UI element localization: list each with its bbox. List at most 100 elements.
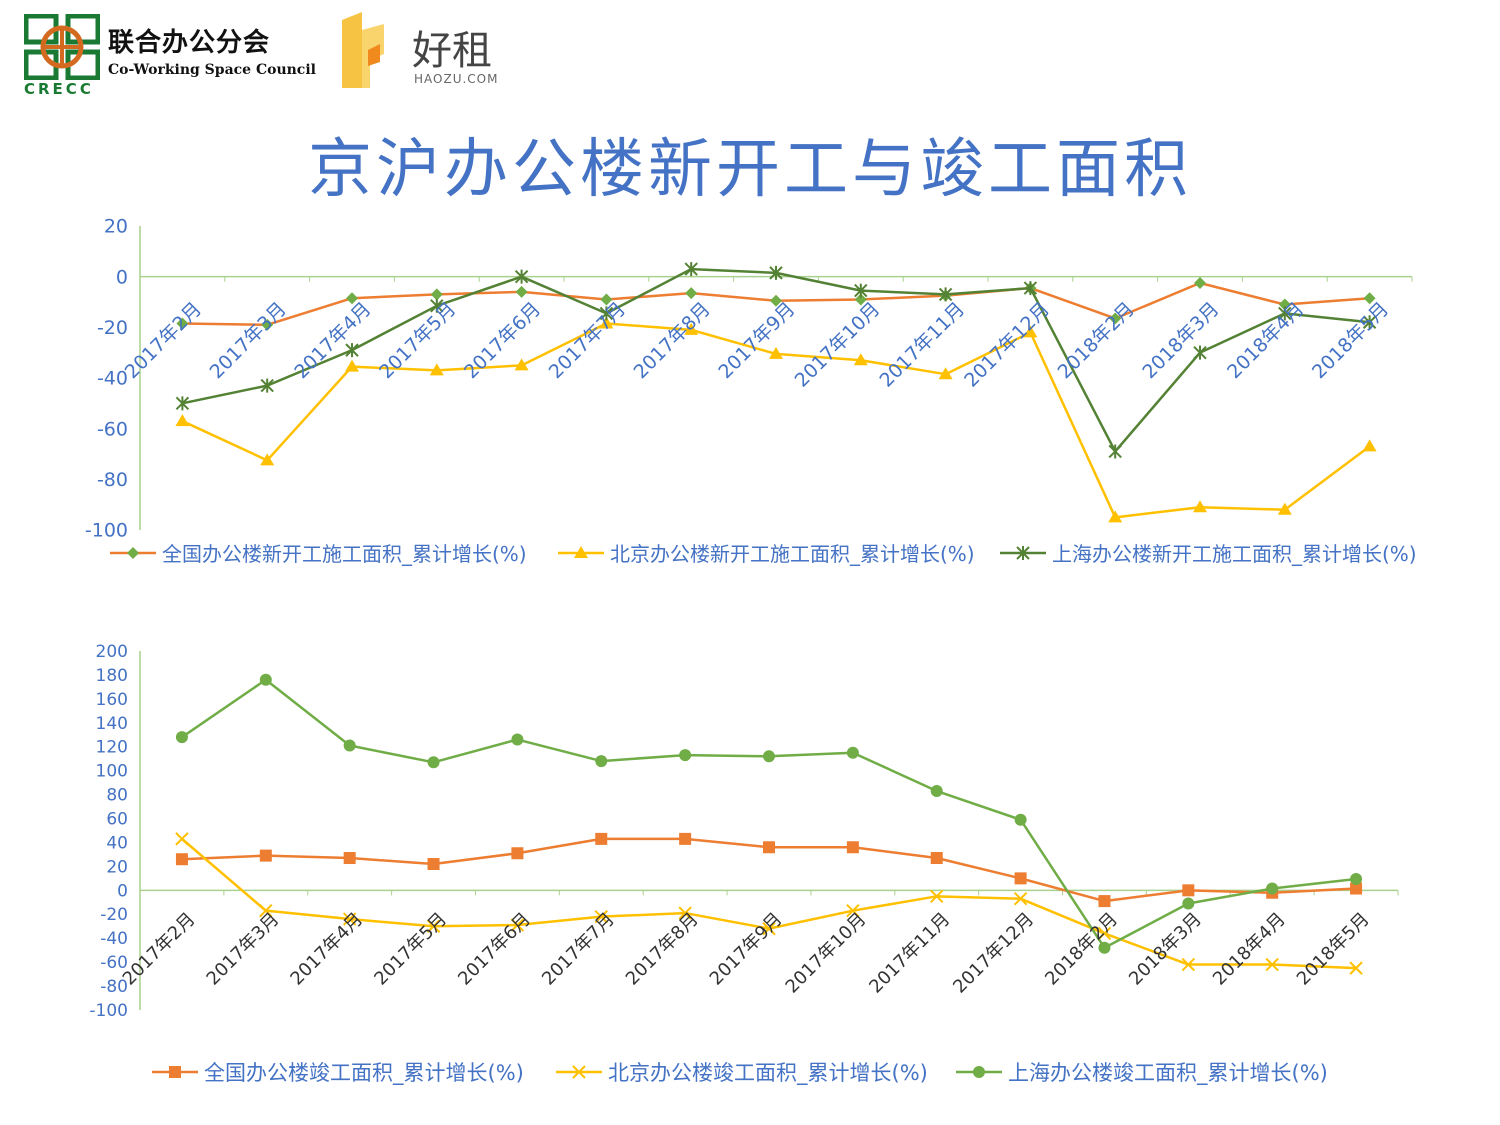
data-point-s1: [1363, 292, 1376, 305]
x-category-label: 2017年12月: [949, 909, 1038, 998]
crecc-logo: CRECC 联合办公分会 Co-Working Space Council: [24, 14, 316, 100]
data-point-s2: [175, 832, 189, 846]
x-category-label: 2018年4月: [1209, 909, 1290, 990]
legend-marker: [1016, 546, 1030, 560]
data-point-s1: [854, 293, 867, 306]
y-tick-label: 200: [96, 642, 128, 662]
data-point-s1: [176, 317, 189, 330]
data-point-s3: [1182, 897, 1195, 910]
data-point-s3: [763, 750, 775, 763]
y-tick-label: -20: [100, 905, 128, 925]
data-point-s2: [594, 909, 608, 924]
data-point-s3: [260, 378, 274, 393]
data-point-s3: [1266, 882, 1279, 895]
data-point-s1: [763, 841, 775, 854]
data-point-s2: [1265, 957, 1279, 972]
legend-item-3: 上海办公楼竣工面积_累计增长(%): [956, 1061, 1328, 1086]
data-point-s2: [1362, 439, 1377, 452]
data-point-s1: [930, 852, 943, 865]
y-tick-label: 0: [117, 881, 128, 901]
data-point-s2: [853, 353, 868, 366]
data-point-s1: [846, 841, 859, 854]
haozu-building-icon: [342, 12, 384, 88]
data-point-s2: [1013, 892, 1028, 906]
data-point-s1: [430, 288, 443, 301]
x-category-label: 2017年6月: [460, 298, 545, 383]
data-point-s3: [430, 298, 444, 313]
legend-marker: [572, 1065, 586, 1079]
y-tick-label: 20: [104, 216, 128, 238]
data-point-s1: [175, 853, 188, 866]
x-category-label: 2017年9月: [706, 909, 787, 990]
x-category-label: 2017年3月: [206, 298, 291, 383]
data-point-s2: [678, 906, 692, 920]
data-point-s2: [345, 359, 359, 372]
legend-marker: [973, 1066, 985, 1078]
x-category-label: 2018年4月: [1223, 298, 1308, 383]
data-point-s3: [595, 755, 608, 768]
data-point-s2: [342, 912, 357, 926]
data-point-s1: [1182, 884, 1195, 897]
x-category-label: 2017年7月: [545, 298, 630, 383]
y-tick-label: -100: [89, 1001, 128, 1021]
y-tick-label: 100: [96, 762, 128, 782]
data-point-s3: [1193, 345, 1207, 360]
legend-item-1: 全国办公楼竣工面积_累计增长(%): [152, 1061, 524, 1086]
x-category-label: 2018年5月: [1308, 298, 1393, 383]
legend-item-3: 上海办公楼新开工施工面积_累计增长(%): [1000, 542, 1417, 566]
legend-label: 全国办公楼新开工施工面积_累计增长(%): [162, 542, 527, 566]
data-point-s3: [345, 343, 359, 358]
y-tick-label: 0: [116, 266, 128, 288]
data-point-s2: [1193, 500, 1207, 513]
data-point-s2: [1181, 957, 1196, 972]
data-point-s2: [510, 918, 525, 932]
legend-label: 北京办公楼竣工面积_累计增长(%): [608, 1061, 928, 1086]
data-point-s3: [259, 673, 272, 686]
data-point-s2: [930, 889, 944, 904]
x-category-label: 2017年4月: [290, 298, 375, 383]
x-category-label: 2017年2月: [121, 298, 206, 383]
legend-marker: [574, 546, 588, 558]
data-point-s3: [1350, 872, 1363, 885]
data-point-s3: [938, 287, 953, 302]
data-point-s1: [261, 318, 274, 331]
y-tick-label: 180: [96, 666, 128, 686]
data-point-s2: [846, 903, 860, 918]
x-category-label: 2017年2月: [119, 909, 200, 990]
legend-marker: [169, 1066, 181, 1078]
data-point-s2: [1097, 926, 1112, 941]
data-point-s2: [762, 921, 776, 936]
data-point-s2: [426, 919, 441, 933]
data-point-s3: [1362, 315, 1377, 330]
data-point-s2: [938, 367, 953, 380]
y-tick-label: -60: [100, 953, 128, 973]
x-category-label: 2017年11月: [865, 909, 954, 998]
data-point-s3: [769, 265, 783, 280]
y-tick-label: 20: [106, 857, 128, 877]
data-point-s3: [511, 733, 524, 746]
x-category-label: 2018年3月: [1138, 298, 1223, 383]
y-tick-label: 120: [96, 738, 128, 758]
x-category-label: 2017年3月: [203, 909, 284, 990]
x-category-label: 2018年5月: [1293, 909, 1374, 990]
data-point-s1: [600, 293, 613, 306]
completion-chart: 200 180 160 140 120 100 80 60 40 20 0 -20 -40 -60 -80-…: [0, 630, 1500, 1100]
data-point-s3: [1014, 813, 1027, 826]
legend-label: 上海办公楼新开工施工面积_累计增长(%): [1052, 542, 1417, 566]
y-tick-label: -100: [85, 520, 128, 542]
data-point-s1: [511, 847, 524, 860]
legend-marker: [127, 547, 139, 559]
y-tick-label: -20: [97, 317, 128, 339]
data-point-s2: [514, 358, 529, 371]
data-point-s2: [1277, 502, 1292, 515]
data-point-s2: [260, 453, 275, 466]
data-point-s1: [1098, 895, 1111, 908]
y-tick-label: -40: [100, 929, 128, 949]
data-point-s1: [1109, 312, 1122, 325]
data-point-s2: [175, 414, 190, 427]
y-tick-label: 60: [106, 809, 128, 829]
legend-item-2: 北京办公楼竣工面积_累计增长(%): [556, 1061, 928, 1086]
data-point-s1: [259, 849, 272, 862]
data-point-s1: [1014, 872, 1027, 885]
data-point-s3: [514, 269, 529, 284]
